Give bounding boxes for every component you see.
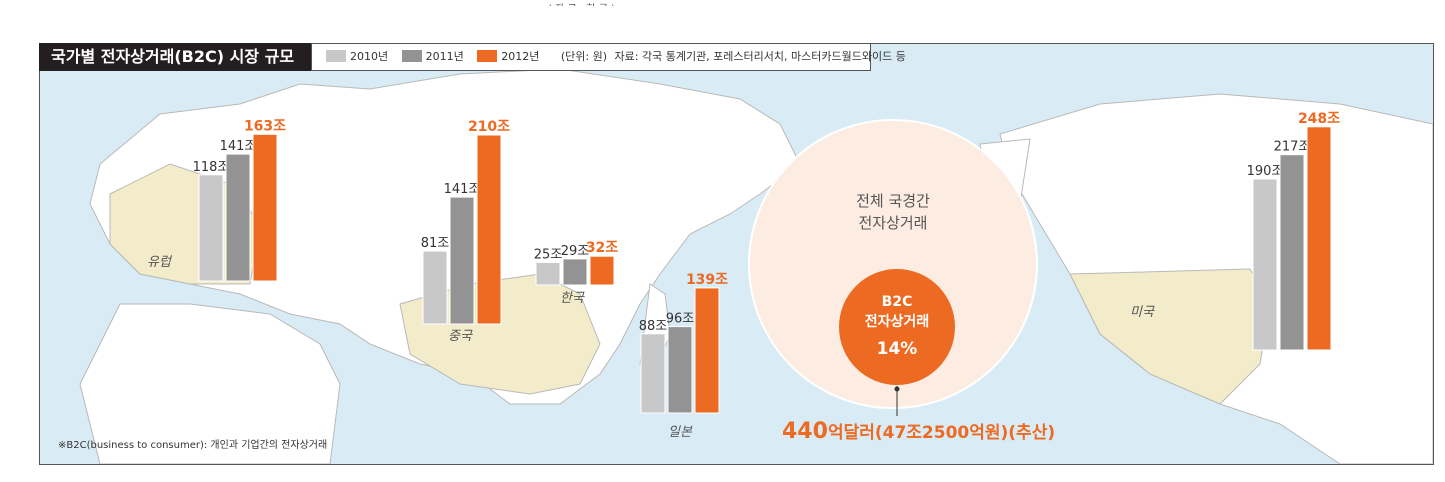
bar-중국-2012년	[476, 134, 502, 325]
chart-title: 국가별 전자상거래(B2C) 시장 규모	[39, 43, 311, 71]
legend-source: 자료: 각국 통계기관, 포레스터리서치, 마스터카드월드와이드 등	[614, 50, 906, 63]
bar-유럽-2011년	[225, 153, 251, 282]
bar-label-유럽-2010년: 118조	[193, 160, 230, 175]
bar-유럽-2012년	[252, 133, 278, 282]
legend-swatch-2011	[401, 50, 422, 62]
bar-label-유럽-2011년: 141조	[220, 139, 257, 154]
total-circle	[748, 119, 1038, 409]
bar-label-중국-2012년: 210조	[468, 119, 510, 135]
bar-일본-2011년	[667, 326, 693, 414]
region-label-미국: 미국	[1130, 305, 1155, 320]
region-label-중국: 중국	[448, 329, 473, 344]
legend-swatch-2012	[477, 50, 498, 62]
bar-label-일본-2010년: 88조	[639, 319, 668, 334]
bar-유럽-2010년	[198, 174, 224, 282]
total-note-number: 440	[782, 419, 828, 444]
bar-label-미국-2012년: 248조	[1298, 111, 1340, 127]
legend-label-2012: 2012년	[501, 50, 540, 63]
bar-label-미국-2010년: 190조	[1247, 164, 1284, 179]
total-note: 440억달러(47조2500억원)(추산)	[782, 418, 1055, 444]
bar-한국-2010년	[535, 262, 561, 286]
bar-label-유럽-2012년: 163조	[244, 118, 286, 134]
bar-label-중국-2011년: 141조	[444, 182, 481, 197]
bar-label-미국-2011년: 217조	[1274, 140, 1311, 155]
bar-중국-2011년	[449, 196, 475, 325]
bar-한국-2012년	[589, 255, 615, 286]
bar-중국-2010년	[422, 250, 448, 325]
bar-미국-2010년	[1252, 178, 1278, 351]
circle-inner-percent: 14%	[877, 339, 918, 359]
bar-미국-2011년	[1279, 154, 1305, 351]
bar-label-일본-2011년: 96조	[666, 312, 695, 327]
region-label-한국: 한국	[560, 291, 585, 306]
bar-일본-2010년	[640, 333, 666, 414]
land-usa	[1069, 268, 1271, 405]
bar-label-일본-2012년: 139조	[686, 272, 728, 288]
circle-outer-label-2: 전자상거래	[858, 214, 927, 232]
bar-일본-2012년	[694, 287, 720, 414]
legend: 2010년 2011년 2012년 (단위: 원) 자료: 각국 통계기관, 포…	[311, 43, 906, 71]
bar-한국-2011년	[562, 258, 588, 286]
callout-dot	[894, 386, 900, 392]
legend-swatch-2010	[326, 50, 346, 62]
b2c-circle	[839, 269, 955, 385]
land-africa	[79, 303, 341, 464]
legend-unit: (단위: 원)	[560, 50, 608, 63]
total-note-text: 억달러(47조2500억원)(추산)	[827, 423, 1056, 443]
bar-label-한국-2012년: 32조	[586, 240, 618, 256]
circle-outer-label-1: 전체 국경간	[856, 192, 930, 210]
circle-inner-label-1: B2C	[882, 294, 913, 310]
bar-label-중국-2010년: 81조	[421, 236, 450, 251]
cropped-top-text: ( 자 료 : 한 국 )	[548, 0, 628, 6]
region-label-일본: 일본	[668, 425, 693, 440]
bar-label-한국-2011년: 29조	[561, 244, 590, 259]
bar-미국-2012년	[1306, 126, 1332, 351]
legend-label-2010: 2010년	[350, 50, 389, 63]
region-label-유럽: 유럽	[147, 255, 173, 270]
legend-label-2011: 2011년	[425, 50, 464, 63]
circle-inner-label-2: 전자상거래	[865, 313, 929, 330]
bar-label-한국-2010년: 25조	[534, 248, 563, 263]
footnote: ※B2C(business to consumer): 개인과 기업간의 전자상…	[58, 440, 328, 451]
